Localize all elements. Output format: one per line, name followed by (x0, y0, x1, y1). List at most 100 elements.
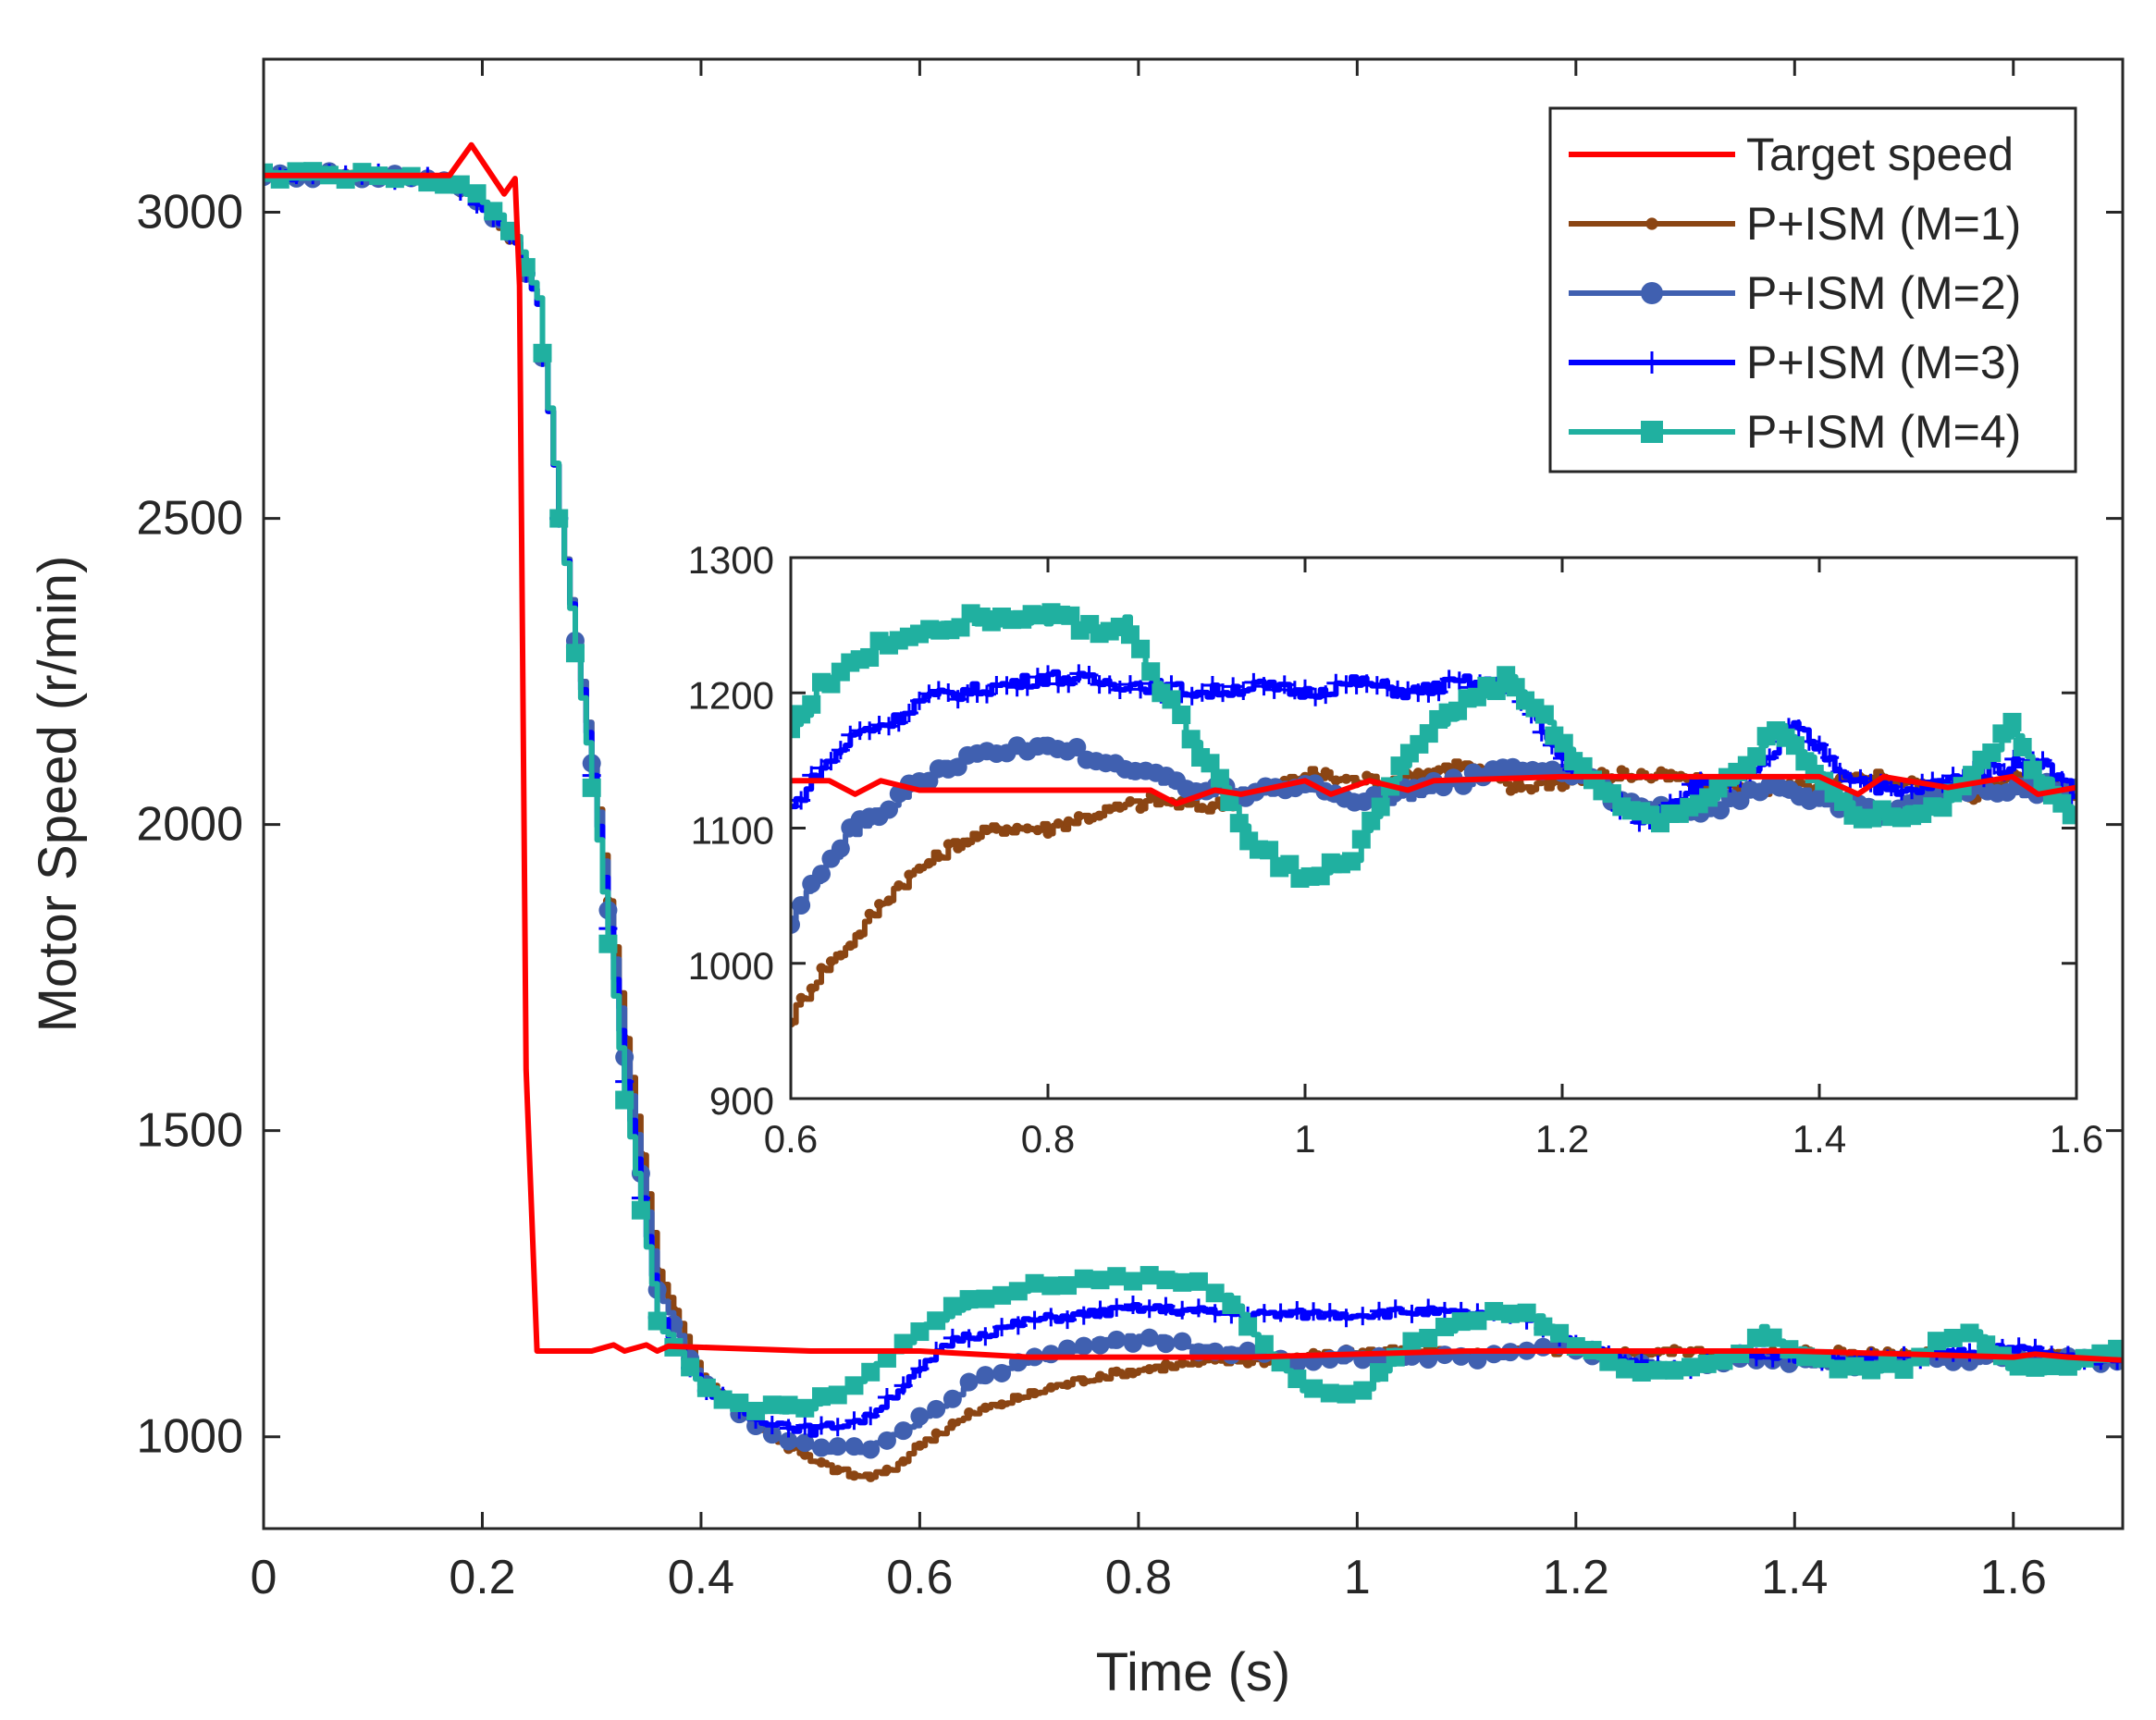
inset-marker-p-ism-m-4 (1131, 639, 1151, 658)
inset-marker-p-ism-m-1 (855, 929, 866, 940)
main-marker-p-ism-m-4 (1402, 1332, 1422, 1351)
inset-marker-p-ism-m-4 (860, 647, 880, 667)
main-marker-p-ism-m-3 (1058, 1310, 1078, 1330)
inset-marker-p-ism-m-4 (1982, 743, 2002, 762)
legend-marker-p-ism-m-1 (1645, 217, 1658, 230)
inset-marker-p-ism-m-1 (864, 908, 875, 919)
inset-marker-p-ism-m-1 (1042, 828, 1053, 839)
main-series-target-speed (264, 141, 2123, 1363)
main-marker-p-ism-m-4 (844, 1376, 864, 1395)
legend-marker-p-ism-m-3 (1641, 351, 1663, 374)
inset-x-tick-label: 1.4 (1793, 1117, 1846, 1161)
inset-marker-p-ism-m-4 (2002, 712, 2022, 731)
main-marker-p-ism-m-4 (1862, 1360, 1881, 1380)
inset-marker-p-ism-m-1 (991, 823, 1002, 834)
inset-marker-p-ism-m-4 (802, 694, 821, 714)
inset-marker-p-ism-m-4 (1933, 798, 1953, 817)
inset-marker-p-ism-m-2 (1067, 737, 1087, 756)
main-marker-p-ism-m-4 (1697, 1354, 1717, 1373)
main-marker-p-ism-m-4 (1451, 1312, 1471, 1332)
main-marker-p-ism-m-4 (500, 221, 520, 240)
main-marker-p-ism-m-4 (1337, 1384, 1356, 1404)
inset-marker-p-ism-m-1 (1032, 825, 1043, 836)
inset-marker-p-ism-m-1 (972, 831, 983, 842)
main-marker-p-ism-m-4 (1254, 1334, 1274, 1354)
main-marker-p-ism-m-4 (746, 1401, 766, 1420)
inset-marker-p-ism-m-4 (1963, 766, 1982, 785)
main-marker-p-ism-m-3 (1025, 1310, 1044, 1330)
inset-marker-p-ism-m-3 (1357, 674, 1376, 694)
inset-marker-p-ism-m-3 (1377, 678, 1397, 697)
inset-marker-p-ism-m-3 (889, 713, 908, 732)
main-x-tick-label: 1.4 (1761, 1551, 1828, 1604)
main-marker-p-ism-m-3 (1123, 1295, 1142, 1314)
main-marker-p-ism-m-3 (1287, 1301, 1307, 1321)
main-marker-p-ism-m-4 (1041, 1276, 1061, 1296)
inset-marker-p-ism-m-4 (1351, 829, 1371, 849)
main-marker-p-ism-m-4 (1894, 1360, 1914, 1380)
inset-marker-p-ism-m-1 (844, 940, 856, 952)
inset-marker-p-ism-m-1 (835, 950, 846, 961)
inset-marker-p-ism-m-3 (929, 681, 948, 700)
main-marker-p-ism-m-4 (910, 1322, 930, 1342)
main-marker-p-ism-m-2 (812, 1438, 831, 1457)
main-marker-p-ism-m-4 (812, 1387, 831, 1407)
main-marker-p-ism-m-3 (893, 1376, 913, 1395)
main-marker-p-ism-m-4 (565, 644, 585, 663)
main-marker-p-ism-m-4 (2009, 1357, 2028, 1376)
inset-marker-p-ism-m-1 (1412, 768, 1423, 779)
inset-marker-p-ism-m-3 (1254, 677, 1274, 696)
main-marker-p-ism-m-1 (1160, 1358, 1171, 1370)
main-marker-p-ism-m-4 (713, 1390, 733, 1409)
inset-marker-p-ism-m-3 (1234, 681, 1253, 700)
inset-marker-p-ism-m-4 (1220, 792, 1239, 812)
inset-marker-p-ism-m-3 (831, 741, 850, 760)
main-marker-p-ism-m-3 (1205, 1304, 1225, 1323)
main-marker-p-ism-m-4 (779, 1395, 798, 1415)
inset-marker-p-ism-m-3 (1439, 670, 1459, 689)
inset-marker-p-ism-m-1 (1053, 818, 1064, 829)
inset-marker-p-ism-m-1 (1557, 781, 1568, 792)
main-marker-p-ism-m-3 (1090, 1300, 1110, 1320)
inset-marker-p-ism-m-4 (1747, 747, 1767, 767)
main-marker-p-ism-m-1 (816, 1456, 827, 1468)
inset-marker-p-ism-m-2 (792, 895, 811, 915)
main-marker-p-ism-m-4 (1845, 1357, 1865, 1376)
inset-marker-p-ism-m-3 (910, 691, 929, 710)
main-marker-p-ism-m-4 (1304, 1379, 1324, 1398)
main-marker-p-ism-m-4 (1714, 1351, 1733, 1370)
inset-marker-p-ism-m-1 (1125, 795, 1136, 806)
main-marker-p-ism-m-3 (1304, 1302, 1324, 1321)
inset-marker-p-ism-m-2 (879, 800, 898, 819)
x-axis-title: Time (s) (1096, 1642, 1290, 1702)
inset-marker-p-ism-m-4 (1371, 797, 1390, 817)
main-marker-p-ism-m-4 (467, 184, 487, 203)
main-marker-p-ism-m-4 (1485, 1301, 1504, 1321)
inset-marker-p-ism-m-1 (883, 895, 894, 906)
inset-marker-p-ism-m-4 (1342, 852, 1361, 871)
inset-marker-p-ism-m-3 (1079, 666, 1099, 685)
main-marker-p-ism-m-4 (598, 934, 618, 953)
main-marker-p-ism-m-4 (1599, 1352, 1619, 1371)
inset-line-target-speed (791, 773, 2076, 807)
main-marker-p-ism-m-4 (1008, 1282, 1028, 1301)
main-marker-p-ism-m-4 (1140, 1266, 1159, 1285)
inset-marker-p-ism-m-3 (1398, 681, 1418, 700)
inset-marker-p-ism-m-2 (812, 865, 832, 884)
main-marker-p-ism-m-4 (1205, 1284, 1225, 1303)
main-marker-p-ism-m-1 (1029, 1388, 1041, 1399)
main-marker-p-ism-m-1 (881, 1464, 893, 1475)
inset-marker-p-ism-m-2 (791, 915, 800, 934)
main-marker-p-ism-m-4 (1173, 1272, 1192, 1292)
main-marker-p-ism-m-3 (1320, 1303, 1339, 1322)
main-y-tick-label: 2000 (136, 798, 243, 852)
main-marker-p-ism-m-1 (832, 1465, 844, 1476)
main-marker-p-ism-m-4 (264, 163, 273, 182)
main-marker-p-ism-m-2 (927, 1399, 946, 1419)
inset-marker-p-ism-m-3 (1202, 675, 1222, 694)
main-marker-p-ism-m-4 (992, 1285, 1012, 1305)
main-marker-p-ism-m-3 (1189, 1298, 1208, 1318)
inset-marker-p-ism-m-3 (1449, 671, 1469, 691)
inset-x-tick-label: 1.6 (2050, 1117, 2103, 1161)
main-marker-p-ism-m-3 (910, 1359, 930, 1379)
